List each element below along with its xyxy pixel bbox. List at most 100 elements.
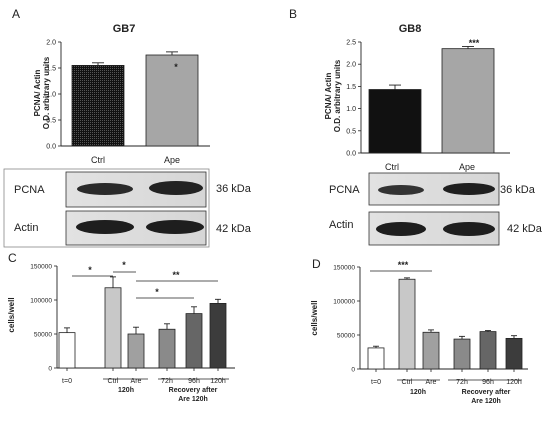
panel-c-bar-120h	[209, 302, 227, 369]
panel-a-pcna-band-ape	[149, 181, 203, 195]
panel-d-category-label: t=0	[371, 379, 381, 386]
panel-c-category-label: 120h	[210, 378, 226, 385]
panel-d-ylabel: cells/well	[310, 300, 319, 335]
panel-b-bar-ape	[441, 48, 495, 154]
panel-d-bar-96h	[479, 331, 497, 370]
panel-a-ylabel-line1: PCNA/ Actin	[33, 69, 42, 116]
panel-b-pcna-band-ape	[443, 183, 495, 195]
panel-b-y-tick-label: 0.0	[346, 151, 356, 158]
panel-b-category-ape: Ape	[459, 162, 475, 172]
panel-d-y-tick-label: 50000	[337, 333, 355, 340]
panel-a-y-tick-label: 0.5	[46, 118, 56, 125]
panel-d-category-label: 120h	[506, 379, 522, 386]
panel-c-bar-ctrl	[104, 287, 122, 369]
panel-b-letter: B	[289, 7, 297, 21]
panel-a-plot: 0.0 0.5 1.0 1.5 2.0	[46, 40, 210, 151]
panel-a-y-tick-label: 0.0	[46, 144, 56, 151]
panel-a-pcna-band-ctrl	[77, 183, 133, 195]
panel-a-actin-band-ape	[146, 220, 204, 234]
panel-c-group2-label-line1: Recovery after	[169, 387, 218, 394]
panel-d-group2-label-line2: Are 120h	[471, 398, 501, 405]
panel-c-y-tick-label: 150000	[30, 264, 52, 271]
panel-b-y-tick-label: 1.0	[346, 106, 356, 113]
panel-d-letter: D	[312, 257, 321, 271]
panel-a: A GB7 PCNA/ Actin O.D. arbitrary units 0…	[3, 7, 252, 248]
panel-a-western-blot: PCNA Actin 36 kDa 42 kDa	[3, 168, 252, 248]
panel-a-actin-band-ctrl	[76, 220, 134, 234]
panel-b-y-tick-label: 0.5	[346, 128, 356, 135]
panel-a-y-tick-label: 1.5	[46, 66, 56, 73]
panel-d-bar-t0	[367, 347, 385, 370]
panel-c-category-label: t=0	[62, 378, 72, 385]
panel-d-plot: 0 50000 100000 150000 t=0 Ctrl Are 72h 96h 120h	[333, 265, 528, 386]
panel-a-blot-label-actin: Actin	[14, 222, 38, 234]
panel-b-pcna-band-ctrl	[378, 185, 424, 195]
panel-c-y-tick-label: 0	[48, 366, 52, 373]
panel-b-category-ctrl: Ctrl	[385, 162, 399, 172]
panel-b-y-tick-label: 1.5	[346, 84, 356, 91]
panel-c-bar-96h	[185, 313, 203, 369]
panel-c-group1-label: 120h	[118, 387, 134, 394]
panel-b-western-blot: PCNA Actin 36 kDa 42 kDa	[329, 172, 543, 246]
panel-d-bar-72h	[453, 338, 471, 370]
panel-a-significance: *	[174, 62, 178, 72]
panel-d-group2-label-line1: Recovery after	[462, 389, 511, 396]
panel-d-bar-are	[422, 331, 440, 370]
panel-b-y-tick-label: 2.0	[346, 62, 356, 69]
panel-d: D cells/well 0 50000 100000 150000 t=0 Ctrl Ar…	[310, 257, 528, 405]
panel-a-kda-pcna: 36 kDa	[216, 183, 252, 195]
panel-d-bar-ctrl	[398, 278, 416, 370]
panel-b-title: GB8	[399, 23, 422, 35]
panel-a-ylabel-line2: O.D. arbitrary units	[42, 56, 51, 129]
panel-c-bar-are	[127, 333, 145, 369]
panel-b-significance: ***	[469, 38, 480, 48]
panel-a-y-tick-label: 2.0	[46, 40, 56, 47]
panel-c-sig-label-1: *	[88, 265, 92, 275]
panel-a-bar-ctrl	[71, 65, 125, 147]
panel-b-blot-label-actin: Actin	[329, 219, 353, 231]
panel-b-actin-band-ape	[443, 222, 495, 236]
panel-b-y-tick-label: 2.5	[346, 40, 356, 47]
panel-b-bar-ctrl	[368, 89, 422, 154]
panel-c-group2-label-line2: Are 120h	[178, 396, 208, 403]
panel-c-y-tick-label: 100000	[30, 298, 52, 305]
panel-b-ylabel-line2: O.D. arbitrary units	[333, 59, 342, 132]
panel-c-ylabel: cells/well	[7, 297, 16, 332]
panel-d-category-label: 72h	[456, 379, 468, 386]
panel-d-bar-120h	[505, 337, 523, 370]
panel-d-category-label: Are	[426, 379, 437, 386]
panel-a-bar-ape	[145, 54, 199, 147]
panel-b-blot-label-pcna: PCNA	[329, 184, 360, 196]
panel-c-category-label: Ctrl	[108, 378, 119, 385]
panel-b-actin-band-ctrl	[376, 222, 426, 236]
panel-c-plot: 0 50000 100000 150000 t=0 Ctrl Are 72h 96h 120h	[30, 264, 235, 385]
panel-b-plot: 0.0 0.5 1.0 1.5 2.0 2.5	[346, 40, 510, 158]
panel-b: B GB8 PCNA/ Actin O.D. arbitrary units 0…	[289, 7, 543, 246]
panel-c-sig-label-3: **	[172, 270, 180, 280]
panel-c-sig-label-2: *	[122, 260, 126, 270]
panel-a-category-ctrl: Ctrl	[91, 155, 105, 165]
panel-b-kda-actin: 42 kDa	[507, 223, 543, 235]
panel-a-letter: A	[12, 7, 20, 21]
panel-a-kda-actin: 42 kDa	[216, 223, 252, 235]
panel-c-category-label: 96h	[188, 378, 200, 385]
panel-b-kda-pcna: 36 kDa	[500, 184, 536, 196]
panel-c-letter: C	[8, 251, 17, 265]
panel-d-category-label: Ctrl	[402, 379, 413, 386]
panel-d-y-tick-label: 100000	[333, 299, 355, 306]
panel-a-category-ape: Ape	[164, 155, 180, 165]
panel-c-bar-t0	[58, 332, 76, 369]
panel-a-blot-label-pcna: PCNA	[14, 184, 45, 196]
panel-a-y-tick-label: 1.0	[46, 92, 56, 99]
panel-d-group1-label: 120h	[410, 389, 426, 396]
panel-d-y-tick-label: 0	[351, 367, 355, 374]
panel-c-category-label: Are	[131, 378, 142, 385]
panel-c-category-label: 72h	[161, 378, 173, 385]
panel-a-title: GB7	[113, 23, 136, 35]
panel-d-y-tick-label: 150000	[333, 265, 355, 272]
panel-c-y-tick-label: 50000	[34, 332, 52, 339]
panel-d-sig-label-1: ***	[398, 260, 409, 270]
panel-c: C cells/well 0 50000 100000 150000 t=0 Ctrl Ar…	[7, 251, 235, 403]
panel-c-bar-72h	[158, 328, 176, 369]
